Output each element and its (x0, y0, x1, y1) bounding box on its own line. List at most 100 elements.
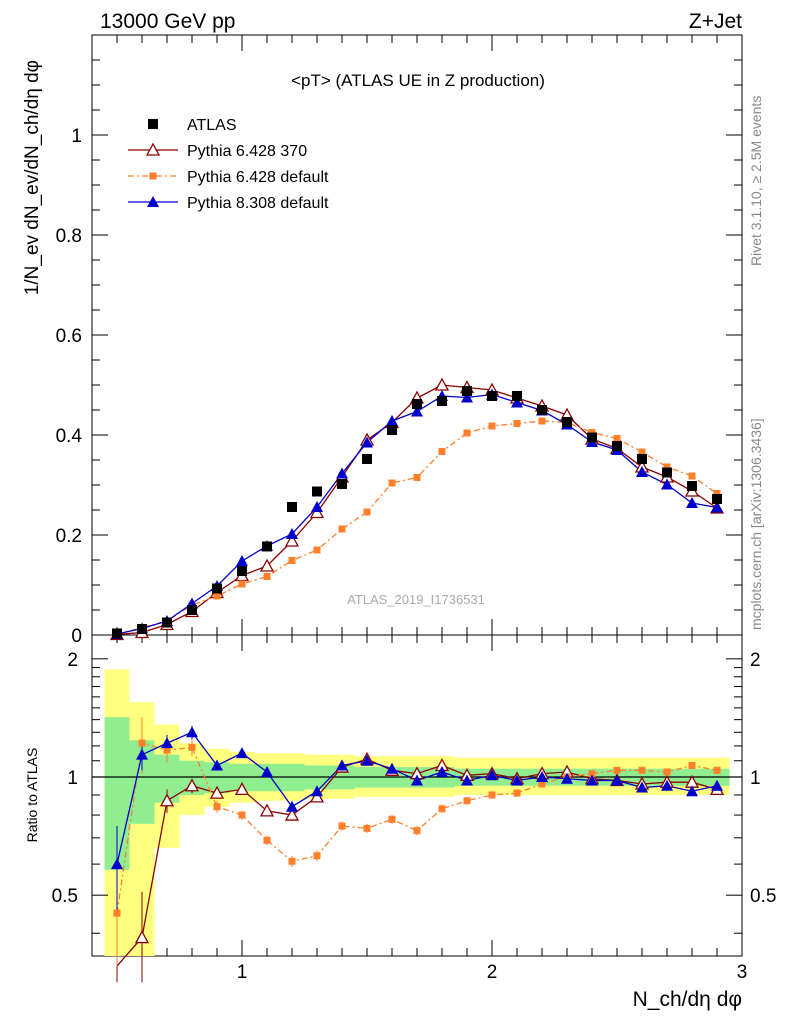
ratio-series-point (586, 774, 598, 786)
main-series-point (311, 501, 323, 512)
main-ytick-label: 0.6 (56, 326, 82, 347)
xtick-label: 3 (737, 962, 748, 983)
main-series-point (461, 391, 473, 403)
ratio-series-point (413, 827, 421, 835)
ratio-series-point (138, 739, 146, 747)
ratio-series-point (288, 857, 296, 865)
main-series-point (286, 528, 298, 539)
ratio-series-point (136, 748, 148, 760)
main-series-point (363, 508, 371, 516)
main-series-point (313, 546, 321, 554)
ratio-series-point (163, 746, 171, 754)
atlas-data-point (662, 467, 672, 478)
mcplots-label: mcplots.cern.ch [arXiv:1306.3436] (748, 418, 764, 630)
main-series-point (463, 429, 471, 437)
legend-marker (147, 196, 159, 207)
legend-label: Pythia 6.428 370 (187, 143, 307, 160)
main-series-point (638, 448, 646, 456)
ratio-series-point (436, 765, 448, 777)
header-left: 13000 GeV pp (100, 10, 235, 33)
ratio-y-axis-label: Ratio to ATLAS (24, 748, 40, 843)
atlas-data-point (537, 405, 547, 415)
atlas-data-point (362, 454, 372, 464)
main-series-point (663, 463, 671, 471)
ratio-series-point (261, 765, 273, 777)
ratio-series-point (661, 779, 673, 791)
atlas-data-point (312, 486, 322, 497)
ratio-series-point (188, 743, 196, 751)
main-ytick-label: 0 (71, 626, 82, 647)
main-ytick-label: 0.8 (56, 226, 82, 247)
watermark: ATLAS_2019_I1736531 (347, 592, 485, 607)
atlas-data-point (412, 399, 422, 409)
ratio-series-point (438, 805, 446, 813)
ratio-ytick-label-right: 0.5 (750, 886, 776, 907)
atlas-data-point (487, 391, 497, 401)
ratio-series-point (613, 766, 621, 774)
main-series-point (636, 466, 648, 477)
ratio-series-point (513, 789, 521, 797)
main-series-point (513, 420, 521, 427)
ratio-series-point (638, 766, 646, 774)
ratio-series-point (161, 737, 173, 749)
atlas-data-point (162, 617, 172, 628)
ratio-ytick-label: 0.5 (52, 886, 78, 907)
main-data-series (109, 377, 725, 641)
ratio-series-point (159, 793, 175, 807)
legend-label: Pythia 6.428 default (187, 169, 329, 186)
ratio-ytick-label-right: 1 (750, 768, 761, 789)
main-series-point (538, 417, 546, 425)
main-series-point (686, 497, 698, 508)
legend-marker (149, 172, 157, 180)
ratio-ytick-label-right: 2 (750, 650, 761, 671)
ratio-series-point (234, 782, 250, 796)
main-series-point (361, 436, 373, 448)
main-y-axis-label: 1/N_ev dN_ev/dN_ch/dη dφ (22, 60, 43, 295)
ratio-series-point (134, 930, 150, 944)
atlas-data-point (562, 417, 572, 427)
main-plot-title: <pT> (ATLAS UE in Z production) (291, 71, 545, 90)
xtick-label: 1 (237, 962, 248, 983)
main-series-point (284, 533, 300, 547)
main-series-point (713, 490, 721, 497)
ratio-series-point (411, 774, 423, 786)
main-series-point (613, 435, 621, 442)
ratio-series-point (236, 747, 248, 759)
ratio-series-point (461, 774, 473, 786)
ratio-series-point (184, 778, 200, 792)
legend-marker (148, 119, 158, 129)
atlas-data-point (587, 432, 597, 443)
main-series-point (438, 448, 446, 455)
main-series-point (413, 474, 421, 481)
ratio-series-point (713, 766, 721, 774)
main-axis-ticks: 0 0.2 0.4 0.6 0.8 1 (56, 34, 743, 647)
ratio-data-series (111, 717, 725, 983)
ratio-series-point (688, 761, 696, 769)
legend-marker (145, 142, 161, 156)
main-series-point (338, 525, 346, 533)
ratio-uncertainty-bands (92, 669, 742, 956)
main-series-point (336, 467, 348, 479)
main-series-point (386, 415, 398, 426)
main-series-point (711, 501, 723, 513)
ratio-ytick-label: 2 (67, 650, 78, 671)
ratio-series-point (511, 774, 523, 786)
legend: ATLAS Pythia 6.428 370 Pythia 6.428 defaul… (128, 117, 329, 212)
ratio-series-point (111, 858, 123, 870)
atlas-data-point (687, 481, 697, 491)
xtick-label: 2 (487, 962, 498, 983)
main-series-point (388, 479, 396, 487)
ratio-series-point (611, 774, 623, 786)
ratio-series-point (463, 797, 471, 805)
rivet-label: Rivet 3.1.10, ≥ 2.5M events (748, 96, 764, 266)
ratio-series-point (209, 785, 225, 799)
ratio-ytick-label: 1 (67, 768, 78, 789)
main-series-point (238, 580, 246, 588)
ratio-series-point (213, 803, 221, 811)
ratio-series-point (388, 815, 396, 823)
ratio-series-point (311, 785, 323, 797)
ratio-series-point (588, 770, 596, 778)
ratio-series-point (663, 768, 671, 776)
ratio-series-point (259, 803, 275, 817)
